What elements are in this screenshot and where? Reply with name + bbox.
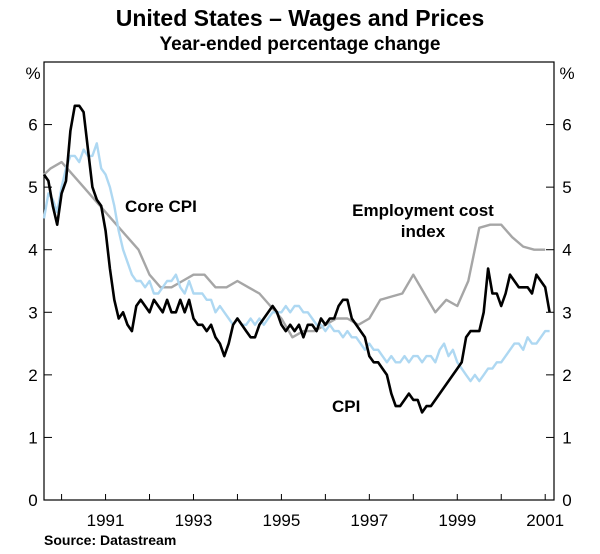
y-tick-label-right: 2 bbox=[562, 366, 571, 385]
right-axis-unit: % bbox=[559, 64, 574, 83]
plot-frame bbox=[43, 61, 555, 501]
x-tick-label: 1993 bbox=[175, 511, 213, 530]
y-tick-label-right: 6 bbox=[562, 116, 571, 135]
y-tick-label-left: 2 bbox=[28, 366, 37, 385]
series-labels: Core CPI Employment cost index CPI bbox=[125, 197, 494, 416]
x-tick-label: 1999 bbox=[438, 511, 476, 530]
chart-title: United States – Wages and Prices bbox=[116, 5, 485, 31]
left-axis-unit: % bbox=[25, 64, 40, 83]
chart-subtitle: Year-ended percentage change bbox=[160, 34, 441, 55]
series-lines bbox=[42, 104, 551, 414]
y-tick-label-right: 0 bbox=[562, 491, 571, 510]
y-tick-label-right: 4 bbox=[562, 241, 571, 260]
x-tick-label: 1991 bbox=[87, 511, 125, 530]
label-cpi: CPI bbox=[332, 397, 360, 416]
source-note: Source: Datastream bbox=[44, 532, 176, 548]
y-tick-label-left: 4 bbox=[28, 241, 37, 260]
x-tick-label: 1995 bbox=[262, 511, 300, 530]
x-tick-label: 2001 bbox=[526, 511, 564, 530]
label-employment-cost-line2: index bbox=[401, 222, 446, 241]
y-tick-label-right: 1 bbox=[562, 428, 571, 447]
y-tick-label-left: 0 bbox=[28, 491, 37, 510]
y-tick-label-right: 5 bbox=[562, 178, 571, 197]
y-tick-label-left: 3 bbox=[28, 303, 37, 322]
left-y-ticks: 0 1 2 3 4 5 6 bbox=[28, 116, 52, 510]
label-core-cpi: Core CPI bbox=[125, 197, 197, 216]
x-tick-label: 1997 bbox=[350, 511, 388, 530]
series-line-core-cpi bbox=[42, 142, 550, 383]
series-line-cpi bbox=[42, 104, 551, 414]
right-y-ticks: 0 1 2 3 4 5 6 bbox=[546, 116, 572, 510]
y-tick-label-left: 1 bbox=[28, 428, 37, 447]
x-ticks: 1991 1993 1995 1997 1999 2001 bbox=[61, 494, 564, 530]
y-tick-label-left: 5 bbox=[28, 178, 37, 197]
series-line-employment-cost-index bbox=[43, 160, 546, 339]
y-tick-label-left: 6 bbox=[28, 116, 37, 135]
label-employment-cost-line1: Employment cost bbox=[352, 201, 494, 220]
y-tick-label-right: 3 bbox=[562, 303, 571, 322]
